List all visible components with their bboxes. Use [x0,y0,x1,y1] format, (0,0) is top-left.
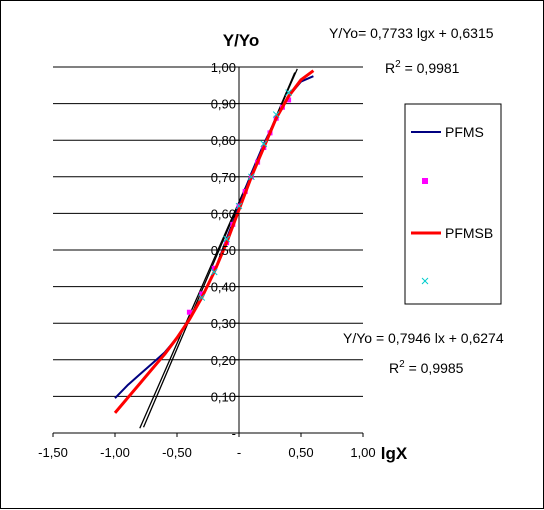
legend-swatch-cyan-points [421,277,429,285]
y-tick-label-2: 0,20 [211,353,236,368]
y-tick-label-9: 0,90 [211,97,236,112]
y-axis-title: Y/Yo [223,31,260,50]
r2-2-rest: = 0,9985 [405,360,464,376]
r2-1-base: R [385,60,395,76]
point-x-5 [260,140,268,148]
y-tick-label-10: 1,00 [211,60,236,75]
x-tick-label-3: - [237,445,241,460]
y-tick-label-8: 0,80 [211,133,236,148]
legend-label-pfms: PFMS [445,124,484,140]
point-x-1 [210,268,218,276]
legend-swatch-magenta-points [422,178,428,184]
point-square-0 [186,309,192,315]
y-tick-label-5: 0,50 [211,243,236,258]
y-tick-label-1: 0,10 [211,389,236,404]
x-tick-label-1: -1,00 [100,445,130,460]
r2-2: R2 = 0,9985 [389,359,464,376]
point-x-4 [248,173,255,181]
point-x-2 [223,235,230,243]
point-square-13 [286,97,292,103]
equation-2: Y/Yo = 0,7946 lx + 0,6274 [343,330,504,346]
y-tick-label-7: 0,70 [211,170,236,185]
point-x-3 [235,202,243,210]
y-tick-label-4: 0,40 [211,280,236,295]
r2-2-sup: 2 [399,359,405,370]
r2-1-rest: = 0,9981 [401,60,460,76]
ticks-layer: -1,50 -1,00 -0,50-0,50 1,00-0,100,200,300,4… [38,60,375,460]
point-square-1 [199,291,205,297]
x-tick-label-5: 1,00 [350,445,375,460]
series-layer [113,68,315,429]
legend: PFMS PFMSB [404,103,502,305]
grid-layer [53,66,363,397]
x-axis-title: lgX [381,444,408,463]
y-tick-label-0: - [232,426,236,441]
legend-box [404,103,502,305]
y-tick-label-3: 0,30 [211,316,236,331]
equation-1: Y/Yo= 0,7733 lgx + 0,6315 [329,25,494,41]
r2-2-base: R [389,360,399,376]
series-line-pfms [114,75,314,399]
x-tick-label-2: -0,50 [162,445,192,460]
point-x-0 [198,294,206,301]
x-tick-label-4: 0,50 [288,445,313,460]
r2-1: R2 = 0,9981 [385,59,460,76]
legend-label-pfmsb: PFMSB [445,225,493,241]
point-x-6 [272,111,280,118]
y-tick-label-6: 0,60 [211,206,236,221]
r2-1-sup: 2 [395,59,401,70]
x-tick-label-0: -1,50 [38,445,68,460]
point-x-7 [285,89,292,96]
